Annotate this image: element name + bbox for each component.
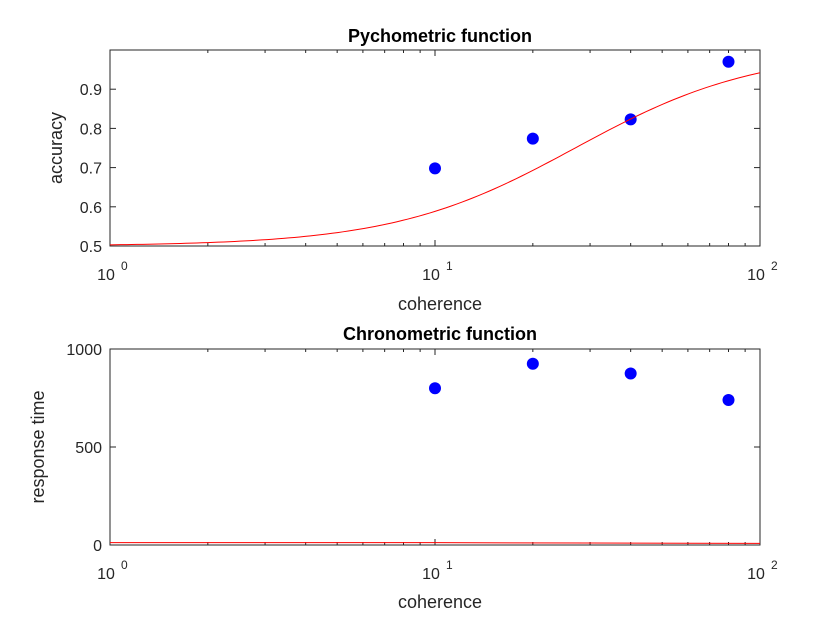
y-tick-label: 0.7 — [80, 161, 102, 178]
y-tick-label: 1000 — [66, 342, 102, 359]
y-tick-label: 0.6 — [80, 200, 102, 217]
y-tick-label: 500 — [75, 440, 102, 457]
chart-panel-1: 0.5 0.6 0.7 0.8 0.9 10 0 10 1 10 2 Pychometric func… — [46, 26, 778, 314]
x-tick-exponent: 2 — [771, 558, 778, 572]
axes-box — [109, 348, 761, 546]
plot-area — [110, 357, 760, 544]
x-tick-exponent: 2 — [771, 259, 778, 273]
y-tick-label: 0.9 — [80, 82, 102, 99]
plot-area — [110, 55, 760, 246]
data-point — [722, 393, 735, 406]
y-axis-label: accuracy — [46, 112, 66, 184]
data-point — [429, 382, 441, 395]
x-axis-label: coherence — [398, 294, 482, 314]
axes-box — [109, 49, 761, 247]
x-tick-exponent: 0 — [121, 259, 128, 273]
data-point — [722, 55, 735, 68]
x-tick-label: 10 — [97, 267, 115, 284]
chart-title: Chronometric function — [343, 324, 537, 344]
x-tick-exponent: 1 — [446, 558, 453, 572]
fit-curve — [110, 72, 760, 246]
data-point — [526, 357, 539, 370]
x-tick-label: 10 — [747, 566, 765, 583]
x-tick-exponent: 1 — [446, 259, 453, 273]
fit-curve — [110, 542, 760, 544]
x-axis-label: coherence — [398, 592, 482, 612]
y-tick-label: 0 — [93, 538, 102, 555]
x-tick-label: 10 — [422, 566, 440, 583]
data-point — [429, 162, 441, 175]
x-tick-label: 10 — [422, 267, 440, 284]
x-tick-label: 10 — [747, 267, 765, 284]
data-point — [624, 367, 637, 380]
chart-title: Pychometric function — [348, 26, 532, 46]
data-point — [526, 132, 539, 145]
y-tick-label: 0.8 — [80, 121, 102, 138]
y-axis-label: response time — [28, 390, 48, 503]
y-tick-label: 0.5 — [80, 239, 102, 256]
chart-panel-2: 0 500 1000 10 0 10 1 10 2 Chronometric function co… — [28, 324, 778, 612]
x-tick-exponent: 0 — [121, 558, 128, 572]
x-tick-label: 10 — [97, 566, 115, 583]
